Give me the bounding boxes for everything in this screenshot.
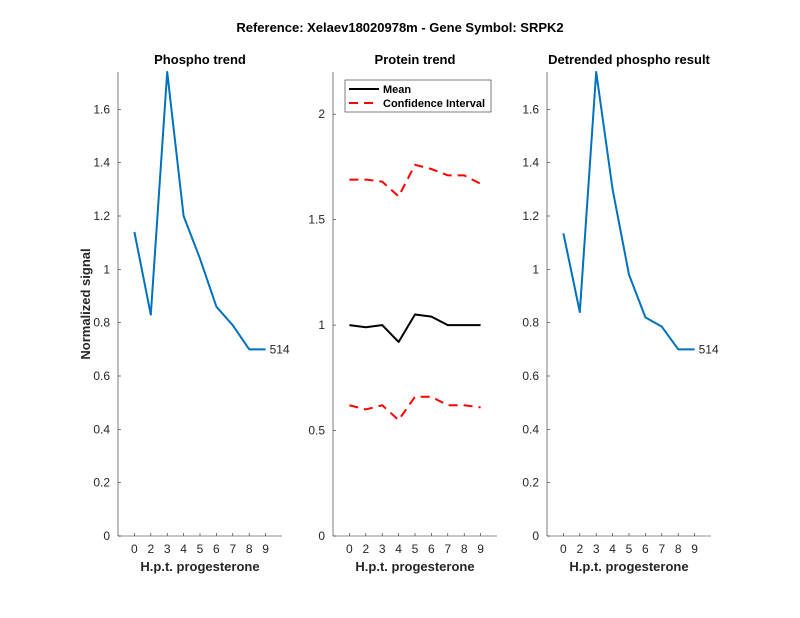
- x-tick-label: 8: [675, 542, 682, 556]
- x-tick-label: 4: [609, 542, 616, 556]
- panel-1: 00.20.40.60.811.21.41.60 2 3 4 5 6 7 8 9Phospho …: [78, 52, 290, 574]
- y-tick-label: 0.6: [93, 369, 110, 383]
- panel-3: 00.20.40.60.811.21.41.60 2 3 4 5 6 7 8 9Detrende…: [522, 52, 719, 574]
- x-tick-label: 7: [658, 542, 665, 556]
- y-tick-label: 0.4: [93, 422, 110, 436]
- y-tick-label: 1: [532, 262, 539, 276]
- y-tick-label: 2: [318, 107, 325, 121]
- y-tick-label: 0.8: [522, 316, 539, 330]
- x-tick-label: 3: [379, 542, 386, 556]
- y-axis-label: Normalized signal: [78, 248, 93, 359]
- series-line-514: [562, 71, 695, 351]
- x-tick-label: 3: [164, 542, 171, 556]
- panel-title: Phospho trend: [154, 52, 246, 67]
- x-tick-label: 5: [197, 542, 204, 556]
- y-tick-label: 1.4: [522, 156, 539, 170]
- x-tick-label: 3: [593, 542, 600, 556]
- x-tick-label: 6: [213, 542, 220, 556]
- x-tick-label: 2: [576, 542, 583, 556]
- figure-title: Reference: Xelaev18020978m - Gene Symbol…: [236, 20, 563, 35]
- series-line-514: [133, 71, 266, 351]
- y-tick-label: 1: [318, 318, 325, 332]
- y-tick-label: 0: [532, 529, 539, 543]
- y-tick-label: 0.2: [522, 476, 539, 490]
- x-tick-label: 0: [346, 542, 353, 556]
- x-tick-label: 7: [444, 542, 451, 556]
- y-tick-label: 0.5: [308, 424, 325, 438]
- x-tick-label: 8: [461, 542, 468, 556]
- x-tick-label: 2: [147, 542, 154, 556]
- panel-title: Protein trend: [375, 52, 456, 67]
- y-tick-label: 1.2: [93, 209, 110, 223]
- y-tick-label: 1.5: [308, 213, 325, 227]
- x-tick-label: 7: [229, 542, 236, 556]
- legend: Mean Confidence Interval: [344, 79, 492, 113]
- series-line-confidence-interval: [349, 163, 482, 198]
- y-tick-label: 0.2: [93, 476, 110, 490]
- x-axis-label: H.p.t. progesterone: [140, 559, 259, 574]
- legend-label: Mean: [383, 84, 411, 96]
- x-axis-label: H.p.t. progesterone: [355, 559, 474, 574]
- y-tick-label: 0.8: [93, 316, 110, 330]
- y-tick-label: 1.4: [93, 156, 110, 170]
- x-tick-label: 8: [246, 542, 253, 556]
- y-tick-label: 1.6: [93, 102, 110, 116]
- y-tick-label: 0.6: [522, 369, 539, 383]
- x-axis-label: H.p.t. progesterone: [569, 559, 688, 574]
- x-tick-label: 9: [262, 542, 269, 556]
- x-tick-label: 0: [131, 542, 138, 556]
- x-tick-label: 4: [395, 542, 402, 556]
- legend-label: Confidence Interval: [383, 98, 485, 110]
- series-line-confidence-interval: [349, 395, 481, 421]
- end-label: 514: [699, 342, 719, 356]
- y-tick-label: 0.4: [522, 422, 539, 436]
- x-tick-label: 9: [691, 542, 698, 556]
- legend-box: [344, 79, 492, 113]
- x-tick-label: 5: [412, 542, 419, 556]
- y-tick-label: 0: [103, 529, 110, 543]
- x-tick-label: 6: [428, 542, 435, 556]
- x-tick-label: 0: [560, 542, 567, 556]
- x-tick-label: 4: [180, 542, 187, 556]
- x-tick-label: 2: [362, 542, 369, 556]
- x-tick-label: 5: [626, 542, 633, 556]
- panel-title: Detrended phospho result: [548, 52, 710, 67]
- series-line-mean: [349, 313, 481, 343]
- end-label: 514: [270, 342, 290, 356]
- y-tick-label: 0: [318, 529, 325, 543]
- y-tick-label: 1: [103, 262, 110, 276]
- x-tick-label: 6: [642, 542, 649, 556]
- y-tick-label: 1.2: [522, 209, 539, 223]
- y-tick-label: 1.6: [522, 102, 539, 116]
- x-tick-label: 9: [477, 542, 484, 556]
